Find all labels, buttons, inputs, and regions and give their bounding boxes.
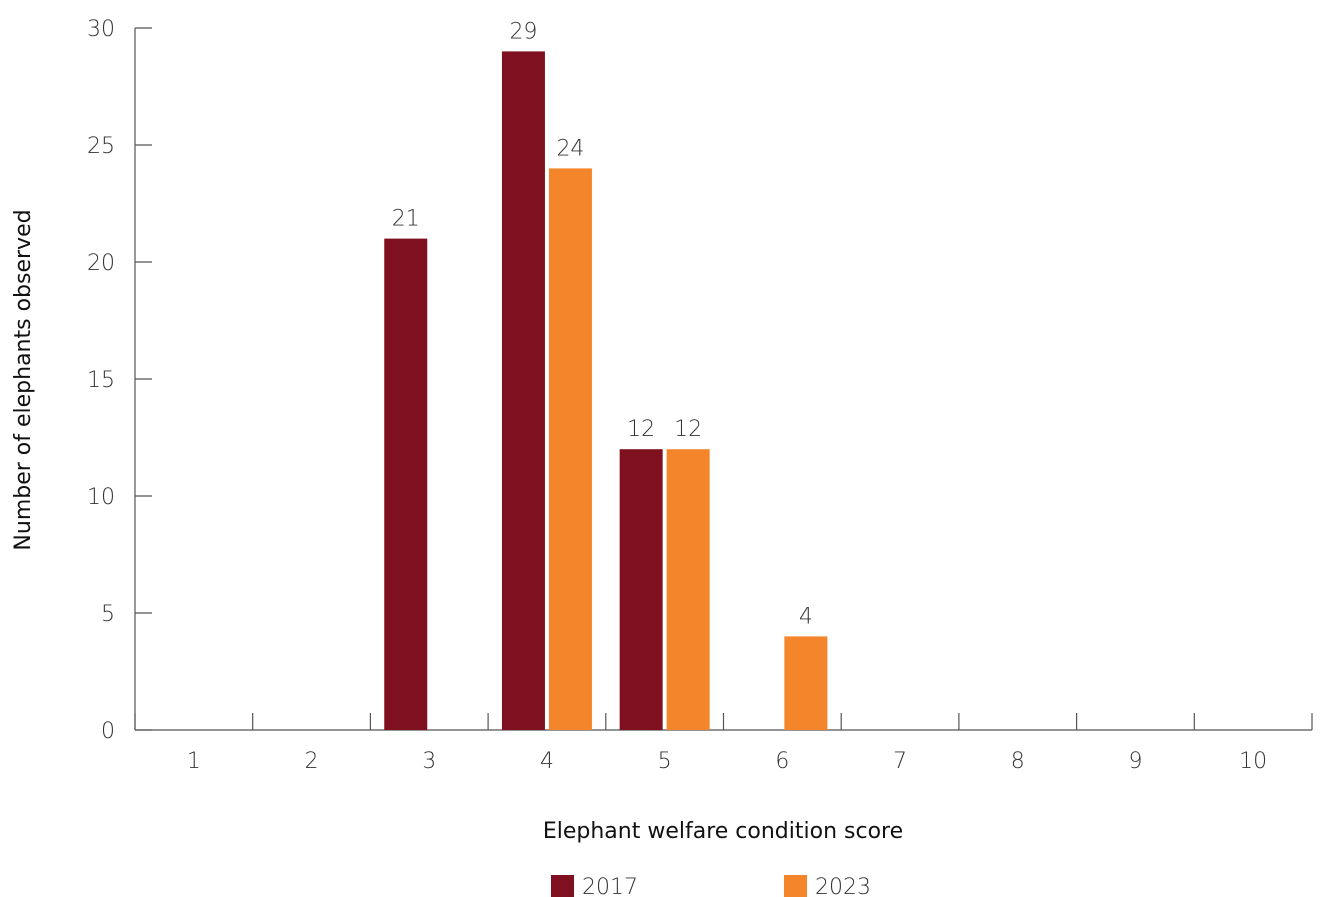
legend: 2017 2023: [551, 875, 871, 897]
y-tick-label: 5: [101, 602, 115, 627]
legend-item-2017: 2017: [551, 875, 638, 897]
data-label-2017-3: 21: [392, 207, 420, 232]
data-label-2023-6: 4: [799, 604, 813, 629]
y-axis-title: Number of elephants observed: [11, 209, 36, 550]
y-tick-label: 25: [87, 134, 115, 159]
legend-swatch: [551, 875, 574, 897]
x-tick-label: 4: [540, 749, 554, 774]
x-tick-label: 3: [422, 749, 436, 774]
bar-2017-5: [619, 449, 663, 730]
data-label-2017-4: 29: [509, 19, 537, 44]
y-tick-label: 0: [101, 719, 115, 744]
x-tick-label: 8: [1011, 749, 1025, 774]
y-tick-label: 10: [87, 485, 115, 510]
x-tick-label: 6: [775, 749, 789, 774]
data-labels: 21 29 12 24 12 4: [392, 19, 813, 629]
data-label-2023-5: 12: [674, 417, 702, 442]
x-tick-label: 9: [1128, 749, 1142, 774]
x-tick-label: 10: [1239, 749, 1267, 774]
x-tick-label: 2: [305, 749, 319, 774]
y-tick-label: 20: [87, 251, 115, 276]
x-axis: 1 2 3 4 5 6 7 8 9 10: [134, 713, 1313, 774]
x-tick-label: 5: [658, 749, 672, 774]
legend-label: 2023: [815, 875, 871, 897]
legend-swatch: [784, 875, 807, 897]
data-label-2023-4: 24: [556, 136, 584, 161]
x-tick-label: 7: [893, 749, 907, 774]
x-tick-label: 1: [187, 749, 201, 774]
y-axis: 0 5 10 15 20 25 30: [87, 17, 152, 744]
bar-2017-4: [501, 51, 545, 730]
bar-2023-4: [548, 168, 592, 730]
y-tick-label: 15: [87, 368, 115, 393]
legend-label: 2017: [582, 875, 638, 897]
bars: [384, 51, 828, 730]
bar-2023-6: [784, 636, 828, 730]
bar-2017-3: [384, 238, 428, 730]
y-tick-label: 30: [87, 17, 115, 42]
x-axis-title: Elephant welfare condition score: [543, 819, 903, 844]
data-label-2017-5: 12: [627, 417, 655, 442]
legend-item-2023: 2023: [784, 875, 871, 897]
bar-2023-5: [666, 449, 710, 730]
